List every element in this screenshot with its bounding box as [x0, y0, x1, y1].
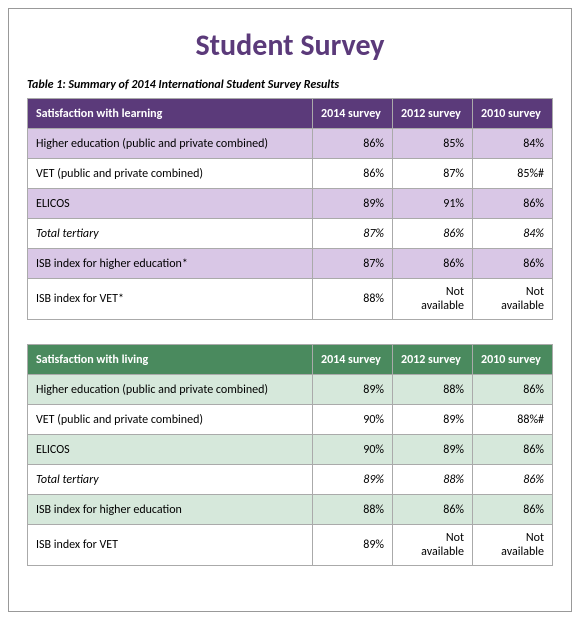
column-header: Satisfaction with learning	[28, 99, 313, 129]
tables-container: Satisfaction with learning2014 survey201…	[27, 98, 553, 566]
metric-cell: ISB index for higher education	[28, 495, 313, 525]
table-row: ISB index for VET89%Not availableNot ava…	[28, 525, 553, 566]
value-cell: 86%	[313, 159, 393, 189]
page-title: Student Survey	[27, 27, 553, 64]
value-cell: 86%	[473, 495, 553, 525]
value-cell: 86%	[393, 495, 473, 525]
value-cell: 89%	[393, 435, 473, 465]
value-cell: 88%	[393, 465, 473, 495]
value-cell: 88%	[313, 279, 393, 320]
column-header: 2012 survey	[393, 99, 473, 129]
table-row: Total tertiary87%86%84%	[28, 219, 553, 249]
value-cell: 88%#	[473, 405, 553, 435]
value-cell: 88%	[313, 495, 393, 525]
value-cell: 84%	[473, 129, 553, 159]
value-cell: 90%	[313, 405, 393, 435]
metric-cell: ISB index for higher education*	[28, 249, 313, 279]
value-cell: Not available	[393, 525, 473, 566]
column-header: 2012 survey	[393, 345, 473, 375]
column-header: 2010 survey	[473, 345, 553, 375]
metric-cell: VET (public and private combined)	[28, 405, 313, 435]
table-caption: Table 1: Summary of 2014 International S…	[27, 78, 553, 92]
value-cell: 84%	[473, 219, 553, 249]
table-row: Higher education (public and private com…	[28, 129, 553, 159]
table-row: ISB index for higher education*87%86%86%	[28, 249, 553, 279]
value-cell: 88%	[393, 375, 473, 405]
metric-cell: ELICOS	[28, 435, 313, 465]
value-cell: 85%#	[473, 159, 553, 189]
value-cell: 90%	[313, 435, 393, 465]
metric-cell: ISB index for VET*	[28, 279, 313, 320]
page-frame: Student Survey Table 1: Summary of 2014 …	[8, 8, 572, 612]
table-row: ISB index for higher education88%86%86%	[28, 495, 553, 525]
metric-cell: ISB index for VET	[28, 525, 313, 566]
survey-table: Satisfaction with learning2014 survey201…	[27, 98, 553, 320]
value-cell: 91%	[393, 189, 473, 219]
value-cell: 86%	[473, 465, 553, 495]
value-cell: 89%	[313, 189, 393, 219]
value-cell: Not available	[473, 279, 553, 320]
table-row: ELICOS90%89%86%	[28, 435, 553, 465]
table-header-row: Satisfaction with learning2014 survey201…	[28, 99, 553, 129]
value-cell: Not available	[473, 525, 553, 566]
column-header: Satisfaction with living	[28, 345, 313, 375]
value-cell: 86%	[473, 189, 553, 219]
column-header: 2014 survey	[313, 99, 393, 129]
value-cell: 89%	[313, 465, 393, 495]
survey-table: Satisfaction with living2014 survey2012 …	[27, 344, 553, 566]
value-cell: 89%	[393, 405, 473, 435]
value-cell: 89%	[313, 375, 393, 405]
metric-cell: ELICOS	[28, 189, 313, 219]
value-cell: 86%	[393, 219, 473, 249]
value-cell: 87%	[393, 159, 473, 189]
value-cell: 85%	[393, 129, 473, 159]
table-header-row: Satisfaction with living2014 survey2012 …	[28, 345, 553, 375]
value-cell: 87%	[313, 249, 393, 279]
metric-cell: Higher education (public and private com…	[28, 129, 313, 159]
table-row: VET (public and private combined)90%89%8…	[28, 405, 553, 435]
value-cell: 86%	[313, 129, 393, 159]
value-cell: 89%	[313, 525, 393, 566]
table-row: Higher education (public and private com…	[28, 375, 553, 405]
metric-cell: VET (public and private combined)	[28, 159, 313, 189]
table-row: Total tertiary89%88%86%	[28, 465, 553, 495]
metric-cell: Total tertiary	[28, 219, 313, 249]
column-header: 2014 survey	[313, 345, 393, 375]
value-cell: 87%	[313, 219, 393, 249]
metric-cell: Total tertiary	[28, 465, 313, 495]
table-row: ISB index for VET*88%Not availableNot av…	[28, 279, 553, 320]
value-cell: 86%	[473, 375, 553, 405]
value-cell: Not available	[393, 279, 473, 320]
table-row: ELICOS89%91%86%	[28, 189, 553, 219]
value-cell: 86%	[473, 249, 553, 279]
column-header: 2010 survey	[473, 99, 553, 129]
value-cell: 86%	[393, 249, 473, 279]
metric-cell: Higher education (public and private com…	[28, 375, 313, 405]
value-cell: 86%	[473, 435, 553, 465]
table-row: VET (public and private combined)86%87%8…	[28, 159, 553, 189]
